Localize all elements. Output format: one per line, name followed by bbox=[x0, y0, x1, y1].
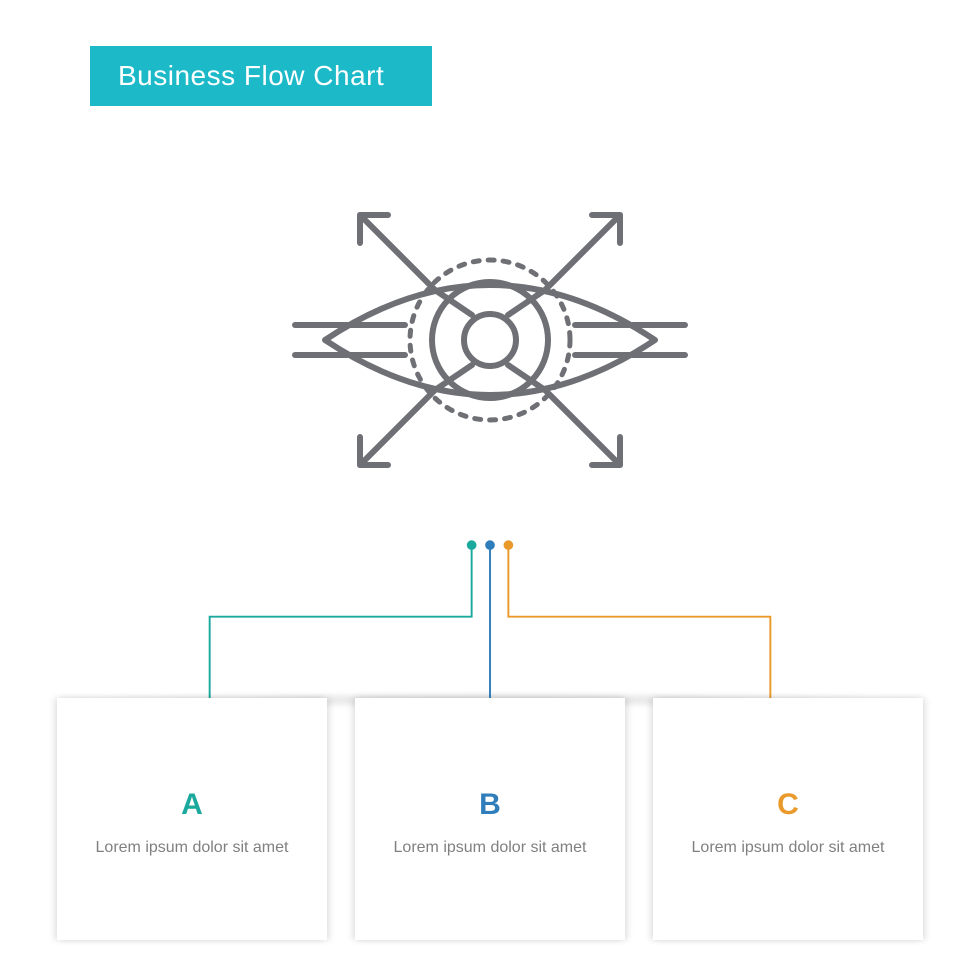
panel-letter: A bbox=[81, 788, 303, 822]
panel-a: A Lorem ipsum dolor sit amet bbox=[57, 698, 327, 940]
title-text: Business Flow Chart bbox=[118, 60, 384, 92]
panel-body: Lorem ipsum dolor sit amet bbox=[677, 836, 899, 859]
panel-row: A Lorem ipsum dolor sit amet B Lorem ips… bbox=[0, 698, 980, 940]
title-bar: Business Flow Chart bbox=[90, 46, 432, 106]
panel-letter: B bbox=[379, 788, 601, 822]
panel-c: C Lorem ipsum dolor sit amet bbox=[653, 698, 923, 940]
panel-b: B Lorem ipsum dolor sit amet bbox=[355, 698, 625, 940]
panel-body: Lorem ipsum dolor sit amet bbox=[81, 836, 303, 859]
panel-body: Lorem ipsum dolor sit amet bbox=[379, 836, 601, 859]
hero-illustration bbox=[0, 150, 980, 530]
panel-letter: C bbox=[677, 788, 899, 822]
eye-vision-icon bbox=[275, 175, 705, 505]
